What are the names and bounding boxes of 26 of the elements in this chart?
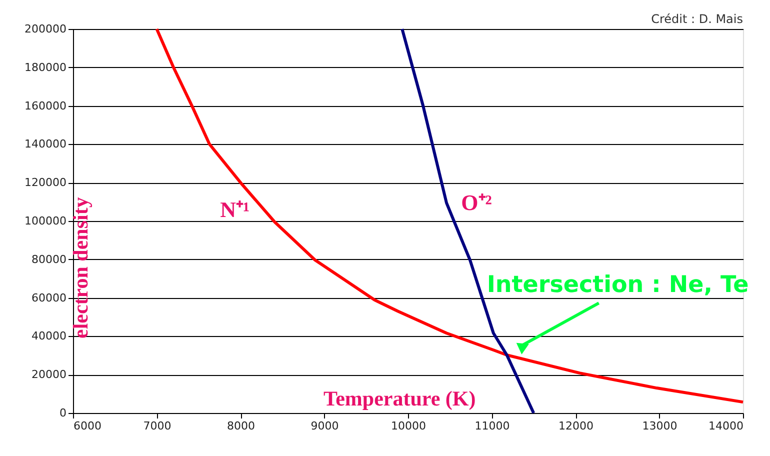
x-tick-label: 10000 — [391, 420, 426, 432]
y-tick-label: 40000 — [32, 330, 66, 343]
y-tick-label: 120000 — [24, 176, 66, 190]
text: Crédit : D. Mais — [651, 12, 743, 26]
x-tick-label: 9000 — [310, 420, 339, 432]
x-axis-title: Temperature (K) — [324, 386, 476, 410]
series-label: N⁺¹ — [220, 197, 250, 222]
y-tick-label: 60000 — [32, 291, 66, 304]
y-tick-label: 160000 — [24, 99, 66, 112]
annotation: Intersection : Ne, Te — [486, 272, 749, 298]
x-tick-label: 13000 — [642, 420, 678, 432]
x-tick-label: 11000 — [474, 420, 510, 432]
y-tick-label: 0 — [60, 406, 66, 420]
y-axis-title: electron density — [68, 196, 92, 338]
y-tick-label: 100000 — [24, 214, 66, 228]
x-tick-label: 14000 — [708, 420, 744, 432]
y-tick-label: 20000 — [32, 368, 66, 382]
y-tick-label: 200000 — [24, 22, 66, 36]
x-tick-label: 8000 — [227, 420, 255, 432]
x-tick-label: 12000 — [558, 420, 594, 432]
series-label: O⁺² — [461, 190, 492, 215]
y-tick-label: 140000 — [24, 138, 66, 151]
y-tick-label: 80000 — [32, 252, 66, 266]
x-tick-label: 6000 — [74, 420, 102, 432]
y-tick-label: 180000 — [24, 60, 66, 74]
x-tick-label: 7000 — [143, 420, 172, 432]
